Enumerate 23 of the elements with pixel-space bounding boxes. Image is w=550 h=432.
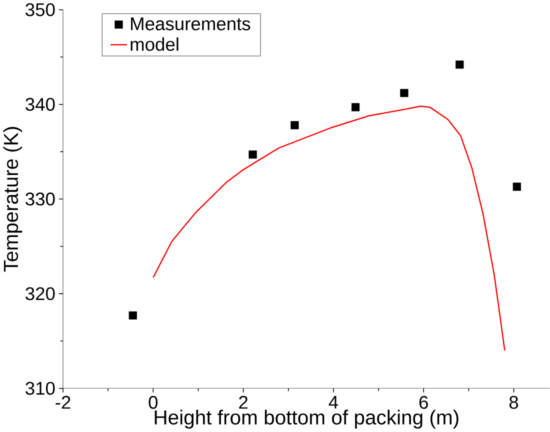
x-axis-title: Height from bottom of packing (m) [154, 410, 458, 429]
x-tick-label: 2 [239, 396, 248, 409]
x-tick-label: 8 [509, 396, 518, 409]
point [248, 150, 257, 159]
y-axis-title: Temperature (K) [3, 127, 22, 272]
point [456, 60, 464, 69]
y-tick-label: 310 [26, 382, 55, 395]
x-tick-label: 4 [328, 396, 338, 409]
point [351, 103, 360, 112]
x-tick-label: -2 [56, 396, 70, 409]
point [400, 89, 408, 98]
point [512, 182, 521, 191]
y-tick-label: 330 [26, 192, 55, 206]
y-tick-label: 340 [26, 98, 55, 111]
y-tick-label: 350 [26, 3, 55, 16]
point [290, 121, 299, 130]
point [128, 311, 137, 320]
y-tick-label: 320 [26, 287, 55, 300]
x-tick-label: 0 [148, 396, 158, 409]
x-tick-label: 6 [419, 396, 428, 409]
legend-label: Measurements [131, 18, 250, 30]
legend-label: model [130, 37, 178, 51]
line-series [152, 106, 506, 352]
